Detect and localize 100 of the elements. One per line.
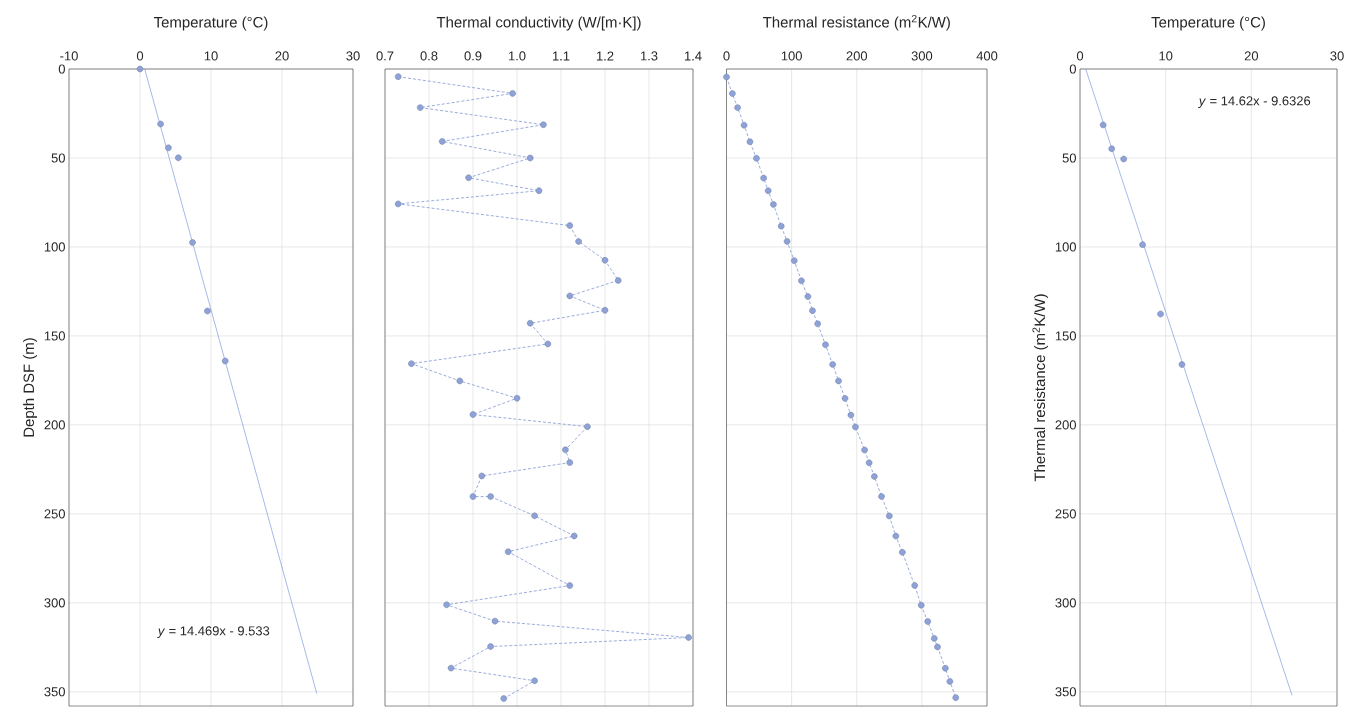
y-tick-label: 150 xyxy=(1055,331,1076,341)
x-tick-label: 0.8 xyxy=(420,51,438,61)
point xyxy=(394,73,402,80)
point xyxy=(798,277,805,284)
x-axis-title: Thermal resistance (m$^{2}$K/W) xyxy=(763,14,950,31)
x-tick-label: 300 xyxy=(911,51,933,61)
x-tick-label: 10 xyxy=(204,51,218,61)
point xyxy=(841,395,849,402)
point xyxy=(822,341,829,349)
point xyxy=(526,320,534,327)
point xyxy=(601,307,609,314)
x-tick-label: 1.0 xyxy=(508,51,526,61)
point xyxy=(1178,361,1186,368)
point xyxy=(1120,155,1127,163)
y-tick-label: 100 xyxy=(1055,242,1076,252)
point xyxy=(1099,121,1107,129)
x-tick-label: 0 xyxy=(1076,51,1084,61)
x-tick-label: 0.9 xyxy=(464,51,482,61)
x-tick-label: 400 xyxy=(976,51,998,61)
point xyxy=(760,174,767,182)
y-tick-label: 300 xyxy=(44,598,65,608)
y-tick-label: 250 xyxy=(1055,509,1076,519)
y-tick-label: 0 xyxy=(58,64,65,74)
point xyxy=(931,635,938,642)
x-tick-label: 30 xyxy=(346,51,360,61)
point xyxy=(443,601,450,609)
point xyxy=(544,340,552,348)
y-tick-label: 350 xyxy=(44,687,65,697)
x-tick-label: 200 xyxy=(846,51,868,61)
point xyxy=(746,138,754,146)
point xyxy=(456,377,464,385)
x-axis-title: Temperature (°C) xyxy=(1151,16,1265,31)
y-tick-label: 300 xyxy=(1055,598,1076,608)
point xyxy=(1108,145,1115,152)
point xyxy=(899,549,906,556)
y-tick-label: 100 xyxy=(44,242,65,252)
point xyxy=(204,307,211,315)
x-tick-label: 20 xyxy=(1244,51,1259,61)
point xyxy=(804,293,812,300)
point xyxy=(734,104,741,111)
point xyxy=(729,90,736,97)
point xyxy=(408,360,415,367)
x-tick-label: 20 xyxy=(275,51,289,61)
x-tick-label: 1.3 xyxy=(640,51,658,61)
x-tick-label: 30 xyxy=(1330,51,1344,61)
y-axis-title: Thermal resistance (m$^{2}$K/W) xyxy=(1032,294,1049,482)
point xyxy=(809,307,816,314)
point xyxy=(478,472,486,480)
point xyxy=(416,104,424,111)
x-tick-label: 1.2 xyxy=(596,51,614,61)
point xyxy=(952,694,959,701)
point xyxy=(852,423,859,431)
y-tick-label: 200 xyxy=(44,420,65,430)
point xyxy=(770,201,777,208)
y-axis-title: Depth DSF (m) xyxy=(23,338,38,437)
annotation: y = 14.62x - 9.6326 xyxy=(1198,96,1311,108)
x-axis-title: Thermal conductivity (W/[m·K]) xyxy=(436,16,641,31)
point xyxy=(526,154,534,162)
point xyxy=(753,155,760,162)
point xyxy=(491,617,499,625)
point xyxy=(942,665,949,672)
point xyxy=(189,239,196,246)
point xyxy=(723,73,730,81)
point xyxy=(886,512,893,520)
point xyxy=(540,121,547,128)
point xyxy=(165,144,172,152)
point xyxy=(911,582,918,589)
point xyxy=(871,473,878,480)
point xyxy=(394,200,402,208)
point xyxy=(847,411,855,419)
y-tick-label: 200 xyxy=(1055,420,1076,430)
annotation: y = 14.469x - 9.533 xyxy=(157,626,270,638)
point xyxy=(584,423,591,430)
x-tick-label: 0 xyxy=(723,51,730,61)
y-tick-label: 350 xyxy=(1055,687,1076,697)
point xyxy=(157,120,164,128)
y-tick-label: 250 xyxy=(44,509,65,519)
point xyxy=(835,377,842,385)
point xyxy=(685,634,692,641)
point xyxy=(447,664,455,672)
point xyxy=(504,548,512,555)
point xyxy=(509,90,516,97)
point xyxy=(614,277,622,284)
point xyxy=(221,357,229,365)
y-tick-label: 50 xyxy=(51,153,65,163)
point xyxy=(469,411,477,418)
point xyxy=(562,446,569,454)
point xyxy=(136,65,144,73)
y-tick-label: 0 xyxy=(1069,64,1076,74)
point xyxy=(531,677,538,684)
point xyxy=(777,222,785,230)
x-tick-label: -10 xyxy=(60,51,78,61)
point xyxy=(861,446,868,454)
point xyxy=(918,602,925,609)
x-axis-title: Temperature (°C) xyxy=(153,16,268,31)
y-tick-label: 150 xyxy=(44,331,65,341)
point xyxy=(487,643,494,650)
x-tick-label: 0 xyxy=(136,51,144,61)
point xyxy=(175,154,182,162)
point xyxy=(575,238,582,245)
